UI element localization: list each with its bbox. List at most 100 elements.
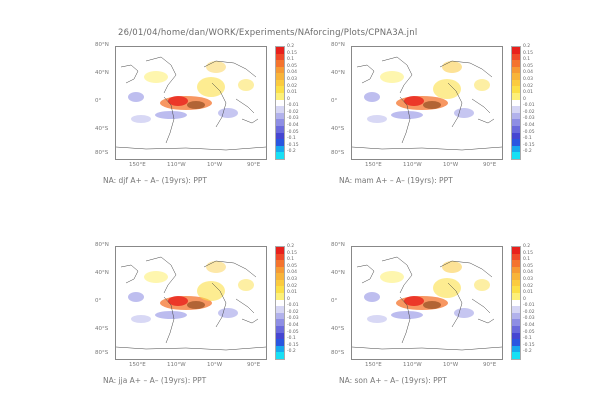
map-canvas: [352, 56, 502, 151]
panel-caption: NA: djf A+ – A– (19yrs): PPT: [103, 176, 207, 185]
latitude-tick-label: 80°N: [95, 242, 109, 248]
colorbar-level-label: 0.02: [287, 83, 298, 89]
colorbar-swatch: [276, 345, 284, 353]
colorbar-level-label: -0.04: [523, 123, 535, 129]
panel-caption: NA: son A+ – A– (19yrs): PPT: [339, 376, 447, 385]
coastline: [356, 64, 375, 84]
coastline: [145, 56, 177, 94]
colorbar-level-label: 0.01: [287, 90, 298, 96]
anomaly-patch: [131, 315, 151, 323]
coastline: [163, 296, 175, 344]
anomaly-patch: [128, 292, 144, 302]
longitude-tick-label: 90°E: [247, 362, 261, 368]
colorbar-level-label: 0.02: [523, 283, 534, 289]
precip-anomaly-map: [351, 246, 503, 360]
colorbar-swatch: [276, 332, 284, 340]
colorbar-level-label: -0.05: [287, 329, 299, 335]
colorbar-swatch: [276, 132, 284, 140]
colorbar-swatch: [512, 325, 520, 333]
coastline: [439, 260, 493, 278]
colorbar-swatch: [512, 247, 520, 254]
colorbar-swatch: [276, 253, 284, 261]
colorbar-level-label: 0.15: [523, 250, 534, 256]
colorbar-swatch: [276, 312, 284, 320]
colorbar-level-label: 0.04: [287, 270, 298, 276]
colorbar-swatch: [512, 352, 520, 359]
anomaly-patch: [197, 77, 225, 97]
colorbar-swatch: [276, 306, 284, 313]
anomaly-patch: [423, 101, 441, 109]
longitude-tick-label: 150°E: [129, 162, 146, 168]
colorbar-level-label: -0.15: [523, 342, 535, 348]
colorbar-swatch: [276, 79, 284, 87]
colorbar-swatch: [276, 325, 284, 333]
colorbar-swatch: [512, 293, 520, 300]
latitude-tick-label: 80°N: [95, 42, 109, 48]
longitude-tick-label: 110°W: [403, 162, 422, 168]
anomaly-patch: [474, 79, 490, 91]
colorbar-swatch: [512, 319, 520, 326]
anomaly-patch: [144, 271, 168, 283]
latitude-tick-label: 80°S: [331, 150, 345, 156]
coastline: [399, 96, 411, 144]
colorbar-level-label: 0.2: [523, 244, 531, 249]
latitude-tick-label: 80°N: [331, 242, 345, 248]
anomaly-patch: [238, 279, 254, 291]
colorbar-swatch: [276, 99, 284, 107]
colorbar-swatch: [276, 319, 284, 326]
colorbar-level-label: -0.15: [523, 142, 535, 148]
colorbar-level-label: 0.05: [287, 263, 298, 269]
anomaly-patch: [155, 311, 187, 319]
coastline: [439, 60, 493, 78]
colorbar-level-label: 0.02: [287, 283, 298, 289]
colorbar-level-label: -0.05: [523, 129, 535, 135]
anomaly-patch: [474, 279, 490, 291]
coastline: [447, 82, 463, 128]
colorbar-level-label: 0.1: [523, 257, 531, 263]
coastline: [471, 98, 491, 114]
colorbar-level-label: -0.02: [523, 109, 535, 115]
coastline: [356, 264, 375, 284]
latitude-tick-label: 40°S: [95, 126, 109, 132]
longitude-tick-label: 90°E: [483, 162, 497, 168]
colorbar-level-label: 0: [523, 96, 526, 102]
coastline: [399, 296, 411, 344]
anomaly-patch: [391, 111, 423, 119]
anomaly-patch: [206, 61, 226, 73]
colorbar-swatch: [276, 260, 284, 267]
anomaly-patch: [442, 61, 462, 73]
anomaly-patch: [218, 308, 238, 318]
colorbar-level-label: 0.03: [287, 276, 298, 282]
anomaly-patch: [364, 292, 380, 302]
coastline: [381, 256, 413, 294]
colorbar-swatch: [276, 112, 284, 120]
colorbar-level-label: 0.01: [523, 90, 534, 96]
latitude-tick-label: 80°N: [331, 42, 345, 48]
colorbar-level-label: 0.15: [287, 50, 298, 56]
coastline: [203, 260, 257, 278]
colorbar-level-label: -0.01: [523, 103, 535, 109]
colorbar-swatch: [512, 60, 520, 67]
map-panel-jja: 80°N 40°N 0° 40°S 80°S 150°E 110°W 10°W 90°E 0.2 0…: [95, 242, 333, 392]
map-panel-son: 80°N 40°N 0° 40°S 80°S 150°E 110°W 10°W 90°E 0.2 0…: [331, 242, 569, 392]
latitude-tick-label: 40°N: [95, 270, 109, 276]
colorbar-swatch: [276, 60, 284, 67]
colorbar-level-label: -0.03: [287, 116, 299, 122]
coastline: [120, 264, 139, 284]
colorbar-level-label: 0.05: [523, 63, 534, 69]
colorbar-swatch: [512, 125, 520, 133]
colorbar-swatch: [512, 86, 520, 94]
panel-caption: NA: jja A+ – A– (19yrs): PPT: [103, 376, 207, 385]
colorbar-level-label: -0.02: [287, 309, 299, 315]
longitude-tick-label: 10°W: [207, 362, 223, 368]
colorbar-swatch: [276, 119, 284, 126]
colorbar-level-label: -0.04: [523, 323, 535, 329]
colorbar-swatch: [276, 73, 284, 80]
anomaly-patch: [144, 71, 168, 83]
colorbar-level-label: -0.03: [287, 316, 299, 322]
colorbar-swatch: [512, 132, 520, 140]
colorbar-swatch: [512, 66, 520, 74]
precip-anomaly-map: [351, 46, 503, 160]
colorbar-swatch: [276, 86, 284, 94]
longitude-tick-label: 10°W: [207, 162, 223, 168]
